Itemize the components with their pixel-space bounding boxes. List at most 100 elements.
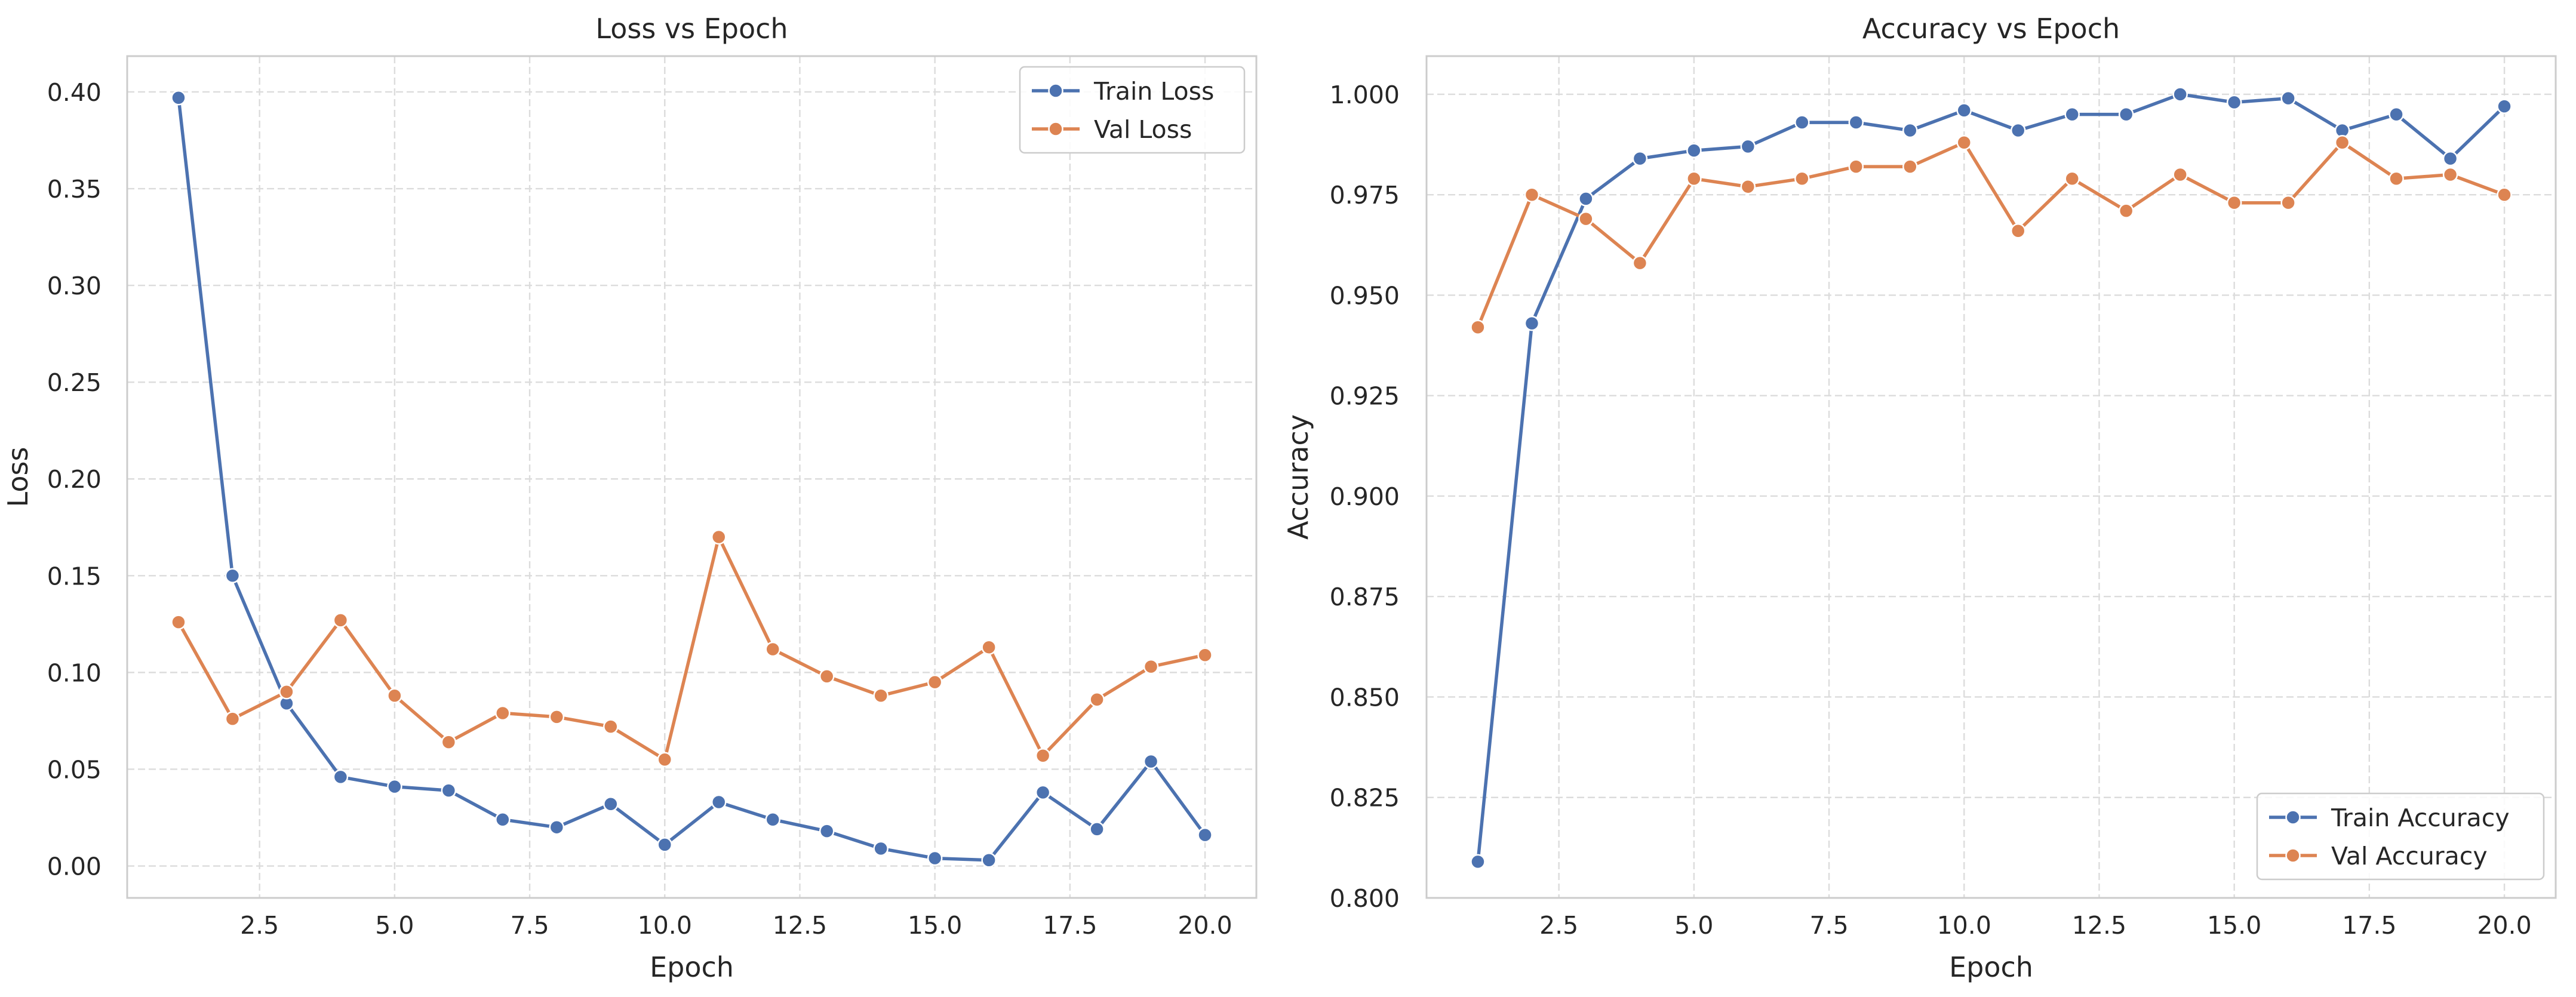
legend: Train Accuracy Val Accuracy xyxy=(2256,792,2545,881)
data-point xyxy=(1143,658,1159,675)
data-point xyxy=(1524,315,1540,331)
x-tick-label: 2.5 xyxy=(240,911,279,940)
data-point xyxy=(1632,150,1648,167)
data-point xyxy=(2118,203,2134,219)
legend-label: Val Loss xyxy=(1094,115,1192,144)
data-point xyxy=(1686,143,1702,158)
series-1 xyxy=(171,90,1213,868)
data-point xyxy=(1794,115,1810,130)
data-point xyxy=(603,796,619,812)
legend-marker xyxy=(1048,121,1063,137)
x-tick-label: 5.0 xyxy=(1674,911,1713,940)
series-1 xyxy=(1470,87,2512,870)
data-point xyxy=(2064,106,2080,122)
data-point xyxy=(1848,115,1864,130)
y-tick-label: 0.00 xyxy=(47,853,102,881)
y-tick-label: 0.35 xyxy=(47,175,102,204)
data-point xyxy=(711,529,727,545)
data-point xyxy=(2226,195,2242,211)
chart-title: Accuracy vs Epoch xyxy=(1862,13,2120,45)
x-tick-label: 20.0 xyxy=(2477,911,2531,940)
data-point xyxy=(171,614,186,630)
y-axis-label: Accuracy xyxy=(1282,414,1314,540)
y-tick-label: 0.30 xyxy=(47,272,102,300)
legend-box xyxy=(2256,792,2545,881)
data-point xyxy=(1686,171,1702,187)
data-point xyxy=(1740,179,1756,195)
data-point xyxy=(873,841,889,857)
plot-area xyxy=(1427,56,2556,898)
x-tick-label: 10.0 xyxy=(1937,911,1991,940)
series-line xyxy=(177,535,1207,761)
data-point xyxy=(2389,171,2404,187)
data-point xyxy=(495,705,511,721)
chart-2: 2.5 5.0 7.5 10.0 12.5 15.0 17.5 20.0 0.800 0.825 0… xyxy=(1282,13,2557,983)
data-point xyxy=(765,811,780,827)
data-point xyxy=(819,823,835,839)
data-point xyxy=(1956,103,1972,118)
data-point xyxy=(981,853,997,868)
data-point xyxy=(711,794,727,810)
data-point xyxy=(549,709,565,725)
data-point xyxy=(1470,854,1486,870)
x-tick-label: 5.0 xyxy=(375,911,414,940)
data-point xyxy=(1524,187,1540,202)
data-point xyxy=(279,684,294,700)
plot-frame xyxy=(126,55,1258,899)
series-line xyxy=(177,96,1207,862)
plot-area xyxy=(127,56,1256,898)
data-point xyxy=(1035,748,1051,764)
y-tick-label: 1.000 xyxy=(1330,81,1400,109)
x-tick-label: 15.0 xyxy=(2207,911,2261,940)
data-point xyxy=(1956,134,1972,150)
data-point xyxy=(981,639,997,655)
x-tick-label: 7.5 xyxy=(510,911,549,940)
data-point xyxy=(2442,150,2458,167)
data-point xyxy=(495,811,511,827)
data-point xyxy=(1089,692,1105,707)
y-tick-label: 0.800 xyxy=(1330,884,1400,913)
legend-label: Val Accuracy xyxy=(2331,842,2488,870)
legend-marker xyxy=(2285,810,2301,825)
x-tick-label: 2.5 xyxy=(1539,911,1578,940)
data-point xyxy=(549,819,565,835)
data-point xyxy=(225,568,241,584)
data-point xyxy=(441,783,457,798)
data-point xyxy=(1578,211,1594,227)
x-tick-label: 17.5 xyxy=(1043,911,1097,940)
data-point xyxy=(2118,106,2134,122)
x-tick-label: 12.5 xyxy=(2072,911,2126,940)
y-tick-label: 0.975 xyxy=(1330,181,1400,210)
data-point xyxy=(2497,187,2512,202)
data-point xyxy=(1902,159,1918,174)
data-point xyxy=(1578,191,1594,207)
series-line xyxy=(1476,93,2506,864)
data-point xyxy=(387,688,402,704)
data-point xyxy=(1470,319,1486,336)
y-tick-label: 0.900 xyxy=(1330,482,1400,511)
x-tick-label: 15.0 xyxy=(908,911,962,940)
data-point xyxy=(1035,784,1051,801)
data-point xyxy=(441,734,457,750)
x-axis-label: Epoch xyxy=(1949,951,2033,983)
data-point xyxy=(2280,195,2296,211)
data-point xyxy=(2172,167,2188,183)
y-tick-label: 0.10 xyxy=(47,658,102,687)
data-point xyxy=(1902,122,1918,139)
data-point xyxy=(1089,821,1105,837)
x-tick-label: 20.0 xyxy=(1178,911,1232,940)
data-point xyxy=(927,850,943,866)
data-point xyxy=(603,719,619,734)
data-point xyxy=(1848,159,1864,174)
y-tick-label: 0.20 xyxy=(47,465,102,494)
data-point xyxy=(1740,139,1756,155)
data-point xyxy=(2497,99,2512,114)
y-tick-label: 0.825 xyxy=(1330,784,1400,813)
data-point xyxy=(1197,647,1213,663)
y-tick-label: 0.05 xyxy=(47,755,102,784)
legend-marker xyxy=(1048,83,1063,99)
data-point xyxy=(2334,134,2350,150)
data-point xyxy=(225,711,241,727)
y-tick-label: 0.875 xyxy=(1330,583,1400,611)
